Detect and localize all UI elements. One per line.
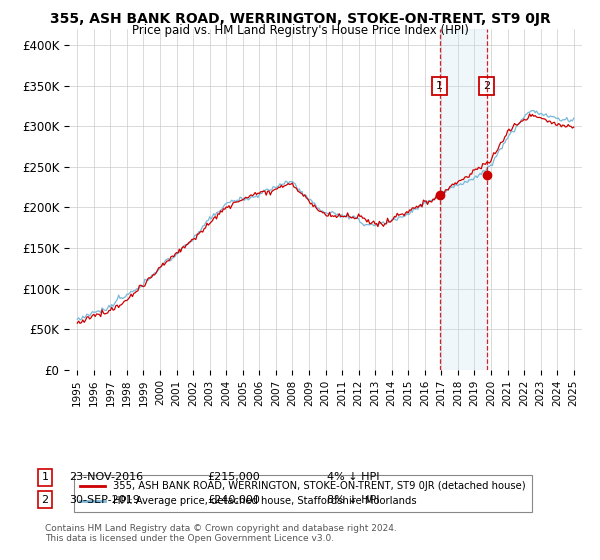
Text: 4% ↓ HPI: 4% ↓ HPI <box>327 472 380 482</box>
Text: 1: 1 <box>436 81 443 91</box>
Text: This data is licensed under the Open Government Licence v3.0.: This data is licensed under the Open Gov… <box>45 534 334 543</box>
Bar <box>440 29 487 370</box>
Text: 355, ASH BANK ROAD, WERRINGTON, STOKE-ON-TRENT, ST9 0JR: 355, ASH BANK ROAD, WERRINGTON, STOKE-ON… <box>50 12 550 26</box>
Text: Contains HM Land Registry data © Crown copyright and database right 2024.: Contains HM Land Registry data © Crown c… <box>45 524 397 533</box>
Text: 23-NOV-2016: 23-NOV-2016 <box>69 472 143 482</box>
Text: 30-SEP-2019: 30-SEP-2019 <box>69 494 140 505</box>
Text: 2: 2 <box>483 81 490 91</box>
Text: 2: 2 <box>41 494 49 505</box>
Text: Price paid vs. HM Land Registry's House Price Index (HPI): Price paid vs. HM Land Registry's House … <box>131 24 469 37</box>
Text: 8% ↓ HPI: 8% ↓ HPI <box>327 494 380 505</box>
Text: 1: 1 <box>41 472 49 482</box>
Legend: 355, ASH BANK ROAD, WERRINGTON, STOKE-ON-TRENT, ST9 0JR (detached house), HPI: A: 355, ASH BANK ROAD, WERRINGTON, STOKE-ON… <box>74 475 532 512</box>
Text: £240,000: £240,000 <box>207 494 260 505</box>
Text: £215,000: £215,000 <box>207 472 260 482</box>
